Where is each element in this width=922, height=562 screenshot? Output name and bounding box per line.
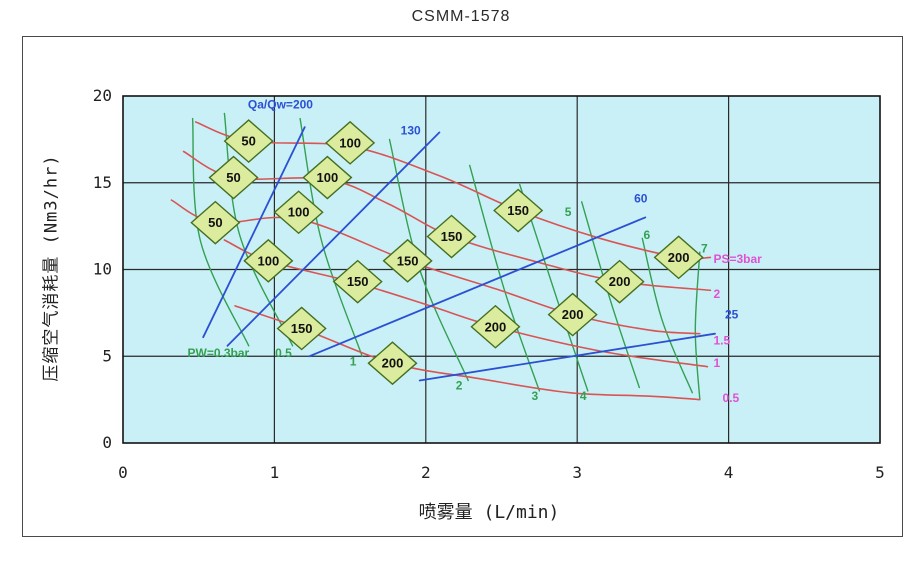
diamond-marker-150 bbox=[493, 188, 544, 233]
diamond-marker-label-100: 100 bbox=[257, 253, 279, 268]
water-pressure-green-curve-3 bbox=[469, 164, 541, 392]
air-water-ratio-blue-curve-25 bbox=[418, 332, 716, 382]
x-axis-title: 喷雾量 (L/min) bbox=[418, 502, 560, 523]
diamond-marker-label-200: 200 bbox=[668, 250, 690, 265]
gridlines bbox=[123, 96, 880, 443]
curve-label-2: 2 bbox=[713, 287, 720, 301]
diamond-marker-200 bbox=[594, 259, 645, 304]
curve-label-6: 6 bbox=[644, 228, 651, 242]
plot-border bbox=[122, 95, 881, 444]
x-tick-3: 3 bbox=[572, 463, 582, 482]
diamond-marker-50 bbox=[208, 155, 259, 200]
diamond-marker-label-200: 200 bbox=[382, 356, 404, 371]
water-pressure-green-curves bbox=[191, 112, 701, 401]
curve-label-2: 2 bbox=[456, 379, 463, 393]
curve-label-1: 1 bbox=[713, 356, 720, 370]
curve-labels: PW=0.3bar 0.5 1 2 3 4 5 6 7 PS=3bar 2 1.5 1 0.5 Qa/Qw=… bbox=[188, 98, 763, 405]
curve-label-60: 60 bbox=[634, 191, 648, 205]
diamond-marker-100 bbox=[302, 155, 353, 200]
diamond-markers: 50 50 50 100 100 100 100 150 150 150 150 150 200 200 2… bbox=[190, 119, 704, 386]
water-pressure-green-curve-6 bbox=[641, 237, 693, 394]
water-pressure-green-curve-1 bbox=[299, 117, 363, 357]
curve-label-Qa/Qw=200: Qa/Qw=200 bbox=[248, 98, 313, 112]
x-tick-5: 5 bbox=[875, 463, 885, 482]
water-pressure-green-curve-PW=0.3bar bbox=[191, 117, 250, 347]
diamond-marker-50 bbox=[190, 200, 241, 245]
curve-label-4: 4 bbox=[580, 389, 587, 403]
diamond-marker-150 bbox=[276, 306, 327, 351]
chart-title: CSMM-1578 bbox=[411, 8, 511, 25]
air-water-ratio-blue-curves bbox=[202, 126, 716, 382]
air-water-ratio-blue-curve-60 bbox=[308, 216, 647, 358]
curve-label-7: 7 bbox=[701, 242, 708, 256]
curve-label-3: 3 bbox=[531, 389, 538, 403]
water-pressure-green-curve-7 bbox=[694, 251, 701, 401]
diamond-marker-100 bbox=[273, 190, 324, 235]
curve-label-1: 1 bbox=[350, 354, 357, 368]
diamond-marker-label-100: 100 bbox=[317, 170, 339, 185]
curve-label-PW=0.3bar: PW=0.3bar bbox=[188, 346, 250, 360]
diamond-marker-200 bbox=[470, 304, 521, 349]
diamond-marker-label-150: 150 bbox=[291, 321, 313, 336]
diamond-marker-label-50: 50 bbox=[226, 170, 240, 185]
diamond-marker-100 bbox=[325, 120, 376, 165]
air-water-ratio-blue-curve-Qa/Qw=200 bbox=[202, 126, 306, 339]
diamond-marker-label-200: 200 bbox=[609, 274, 631, 289]
curve-label-0.5: 0.5 bbox=[275, 346, 292, 360]
diamond-marker-150 bbox=[426, 214, 477, 259]
curve-label-5: 5 bbox=[565, 205, 572, 219]
diamond-marker-label-50: 50 bbox=[241, 134, 255, 149]
diamond-marker-label-200: 200 bbox=[485, 319, 507, 334]
y-tick-0: 0 bbox=[102, 433, 112, 452]
diamond-marker-50 bbox=[223, 119, 274, 164]
diamond-marker-label-100: 100 bbox=[288, 205, 310, 220]
diamond-marker-200 bbox=[547, 292, 598, 337]
curve-label-0.5: 0.5 bbox=[723, 391, 740, 405]
diamond-marker-label-150: 150 bbox=[397, 253, 419, 268]
x-tick-2: 2 bbox=[421, 463, 431, 482]
y-axis-title: 压缩空气消耗量 (Nm3/hr) bbox=[41, 154, 62, 382]
diamond-marker-label-100: 100 bbox=[339, 135, 361, 150]
diamond-marker-label-200: 200 bbox=[562, 307, 584, 322]
x-tick-4: 4 bbox=[724, 463, 734, 482]
y-tick-5: 5 bbox=[102, 346, 112, 365]
x-tick-0: 0 bbox=[118, 463, 128, 482]
diamond-marker-150 bbox=[382, 238, 433, 283]
diamond-marker-label-150: 150 bbox=[507, 203, 529, 218]
water-pressure-green-curve-5 bbox=[581, 201, 640, 389]
curve-label-25: 25 bbox=[725, 308, 739, 322]
y-tick-15: 15 bbox=[93, 173, 112, 192]
air-water-ratio-blue-curve-130 bbox=[226, 131, 441, 347]
diamond-marker-100 bbox=[243, 238, 294, 283]
y-tick-20: 20 bbox=[93, 86, 112, 105]
diamond-marker-label-50: 50 bbox=[208, 215, 222, 230]
diamond-marker-label-150: 150 bbox=[441, 229, 463, 244]
curve-label-PS=3bar: PS=3bar bbox=[713, 252, 762, 266]
diamond-marker-200 bbox=[367, 341, 418, 386]
diamond-marker-150 bbox=[332, 259, 383, 304]
diamond-marker-200 bbox=[653, 235, 704, 280]
curve-label-130: 130 bbox=[401, 124, 421, 138]
y-tick-10: 10 bbox=[93, 260, 112, 279]
curve-label-1.5: 1.5 bbox=[713, 334, 730, 348]
x-tick-1: 1 bbox=[270, 463, 280, 482]
diamond-marker-label-150: 150 bbox=[347, 274, 369, 289]
